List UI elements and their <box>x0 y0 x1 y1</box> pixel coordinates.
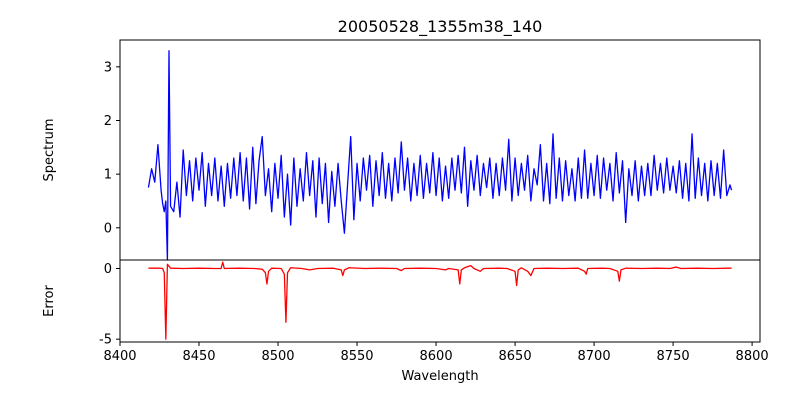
x-tick-label: 8400 <box>103 349 136 364</box>
y-tick-label: 3 <box>104 60 112 75</box>
x-tick-label: 8500 <box>261 349 294 364</box>
x-tick-label: 8750 <box>657 349 690 364</box>
spectrum-y-ticks: 0 1 2 3 <box>104 60 120 236</box>
y-tick-label: 1 <box>104 168 112 183</box>
error-panel: 0 -5 8400 8450 8500 8550 8600 8650 8700 8750 8800… <box>42 259 769 384</box>
chart-title: 20050528_1355m38_140 <box>338 17 543 37</box>
error-line <box>148 261 732 340</box>
error-y-ticks: 0 -5 <box>99 262 120 348</box>
error-axes-frame <box>119 259 761 343</box>
y-tick-label: 0 <box>104 262 112 277</box>
x-tick-label: 8550 <box>340 349 373 364</box>
spectrum-axes-frame <box>119 39 761 261</box>
spectrum-y-label: Spectrum <box>42 119 57 182</box>
wavelength-x-label: Wavelength <box>401 369 478 384</box>
x-tick-label: 8700 <box>578 349 611 364</box>
spectrum-series <box>147 50 733 261</box>
x-tick-label: 8650 <box>499 349 532 364</box>
wavelength-x-ticks: 8400 8450 8500 8550 8600 8650 8700 8750 8800 <box>103 342 769 364</box>
x-tick-label: 8450 <box>182 349 215 364</box>
x-tick-label: 8800 <box>736 349 769 364</box>
spectrum-panel: 20050528_1355m38_140 0 1 2 3 Spectrum <box>42 17 761 261</box>
spectrum-line <box>147 50 733 261</box>
y-tick-label: -5 <box>99 333 112 348</box>
error-y-label: Error <box>42 285 57 317</box>
y-tick-label: 2 <box>104 114 112 129</box>
x-tick-label: 8600 <box>420 349 453 364</box>
y-tick-label: 0 <box>104 221 112 236</box>
error-series <box>148 261 732 340</box>
